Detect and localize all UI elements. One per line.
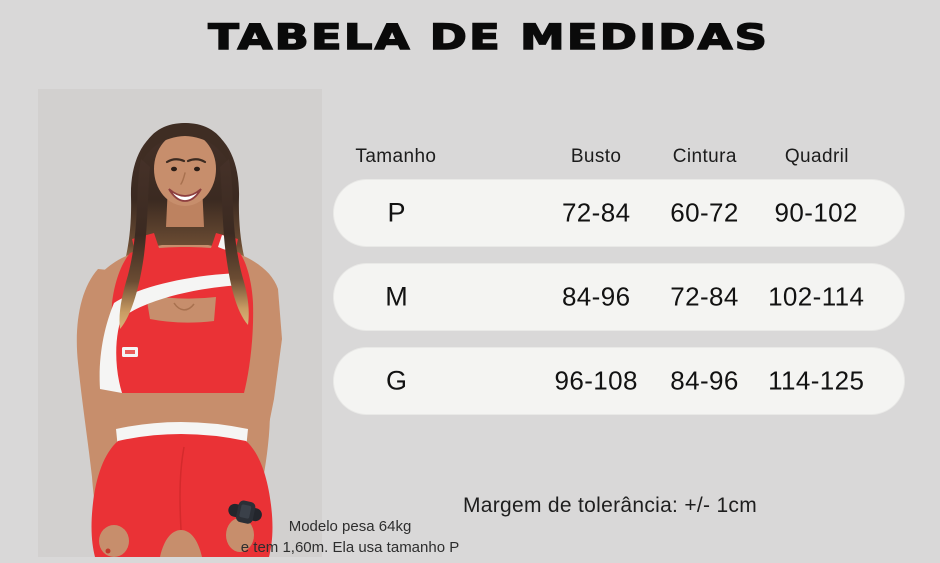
bust-range: 96-108 [554, 365, 638, 396]
size-label: M [385, 281, 409, 312]
bust-range: 84-96 [561, 281, 631, 312]
column-header-busto: Busto [570, 146, 622, 167]
column-header-quadril: Quadril [784, 146, 849, 167]
model-caption-line2: e tem 1,60m. Ela usa tamanho P [240, 539, 460, 556]
table-row-size-p: P 72-84 60-72 90-102 [333, 179, 905, 247]
hip-range: 102-114 [768, 281, 865, 312]
model-caption: Modelo pesa 64kg e tem 1,60m. Ela usa ta… [241, 516, 459, 558]
bust-range: 72-84 [561, 197, 631, 228]
table-header-row: Tamanho Busto Cintura Quadril [333, 143, 905, 171]
table-row-size-g: G 96-108 84-96 114-125 [333, 347, 905, 415]
table-row-size-m: M 84-96 72-84 102-114 [333, 263, 905, 331]
hip-range: 90-102 [774, 197, 858, 228]
model-photo [38, 89, 322, 557]
smartwatch [228, 500, 262, 524]
column-header-cintura: Cintura [672, 146, 737, 167]
hip-range: 114-125 [768, 365, 865, 396]
column-header-tamanho: Tamanho [355, 146, 437, 167]
model-illustration [76, 123, 282, 557]
waist-range: 84-96 [670, 365, 739, 396]
page-title: TABELA DE MEDIDAS [207, 17, 770, 59]
model-caption-line1: Modelo pesa 64kg [288, 518, 412, 535]
size-label: P [387, 197, 406, 228]
waist-range: 72-84 [670, 281, 739, 312]
waist-range: 60-72 [670, 197, 739, 228]
title-wrap: TABELA DE MEDIDAS [19, 17, 940, 59]
tolerance-note: Margem de tolerância: +/- 1cm [462, 494, 758, 517]
size-label: G [385, 365, 408, 396]
